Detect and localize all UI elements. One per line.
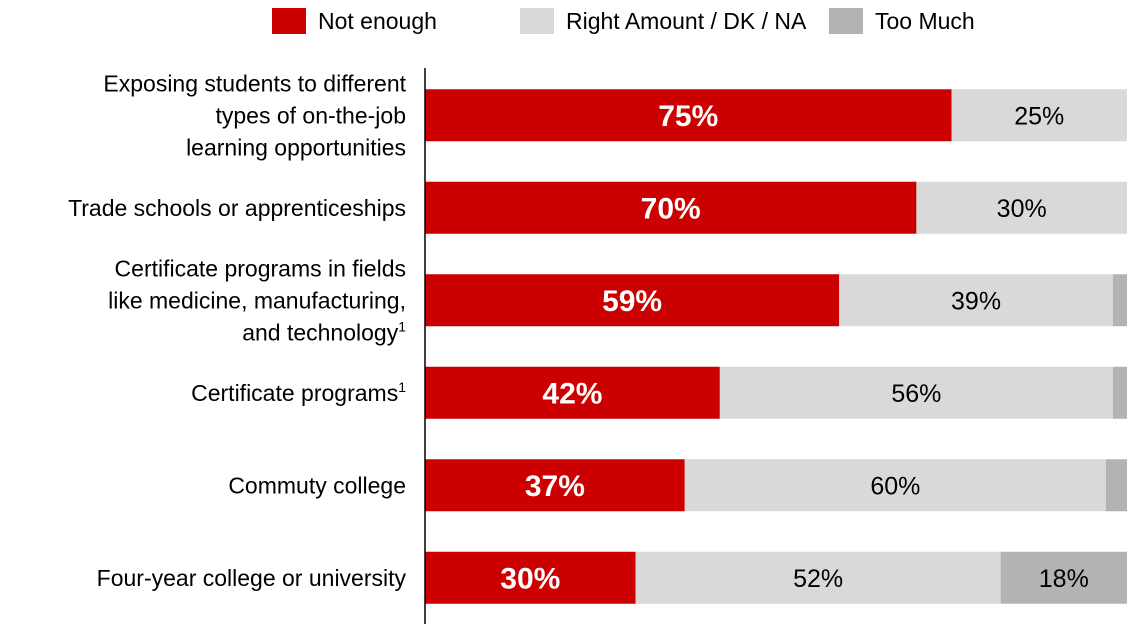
legend: Not enough Right Amount / DK / NA Too Much [0,0,1137,44]
legend-swatch [520,8,554,34]
bar-segment [839,274,1113,327]
category-label: Certificate programs in fields like medic… [108,255,406,345]
data-label: 37% [525,470,585,503]
data-label: 56% [891,380,941,408]
category-label: Commuty college [228,472,406,498]
data-label: 39% [951,287,1001,315]
data-label: 70% [641,192,701,225]
bar-segment [425,551,636,604]
bar-segment [951,89,1127,142]
legend-label: Too Much [875,7,975,34]
data-label: 59% [602,285,662,318]
bar-segment [425,89,952,142]
bar-segment [916,181,1127,234]
category-label: Trade schools or apprenticeships [68,195,406,221]
bar-segment [635,551,1001,604]
bar-segment [425,366,720,419]
data-label: 25% [1014,102,1064,130]
data-label: 60% [870,472,920,500]
bar-segment [1112,274,1127,327]
data-label: 18% [1039,565,1089,593]
bar-segment [425,274,840,327]
legend-item: Too Much [829,6,975,36]
data-label: 30% [500,562,560,595]
legend-swatch [829,8,863,34]
data-label: 30% [997,195,1047,223]
bar-segment [1112,366,1127,419]
legend-swatch [272,8,306,34]
bar-segment [684,459,1106,512]
legend-label: Not enough [318,7,437,34]
category-label: Four-year college or university [97,565,407,591]
bar-segment [425,459,685,512]
data-label: 42% [542,377,602,410]
category-label: Exposing students to different types of o… [103,70,406,160]
legend-item: Right Amount / DK / NA [520,6,806,36]
category-label: Certificate programs1 [191,379,406,406]
bar-segment [425,181,917,234]
bar-segment [1000,551,1127,604]
legend-label: Right Amount / DK / NA [566,7,807,34]
legend-item: Not enough [272,6,437,36]
data-label: 52% [793,565,843,593]
bar-segment [719,366,1113,419]
data-label: 75% [658,100,718,133]
bar-segment [1105,459,1127,512]
